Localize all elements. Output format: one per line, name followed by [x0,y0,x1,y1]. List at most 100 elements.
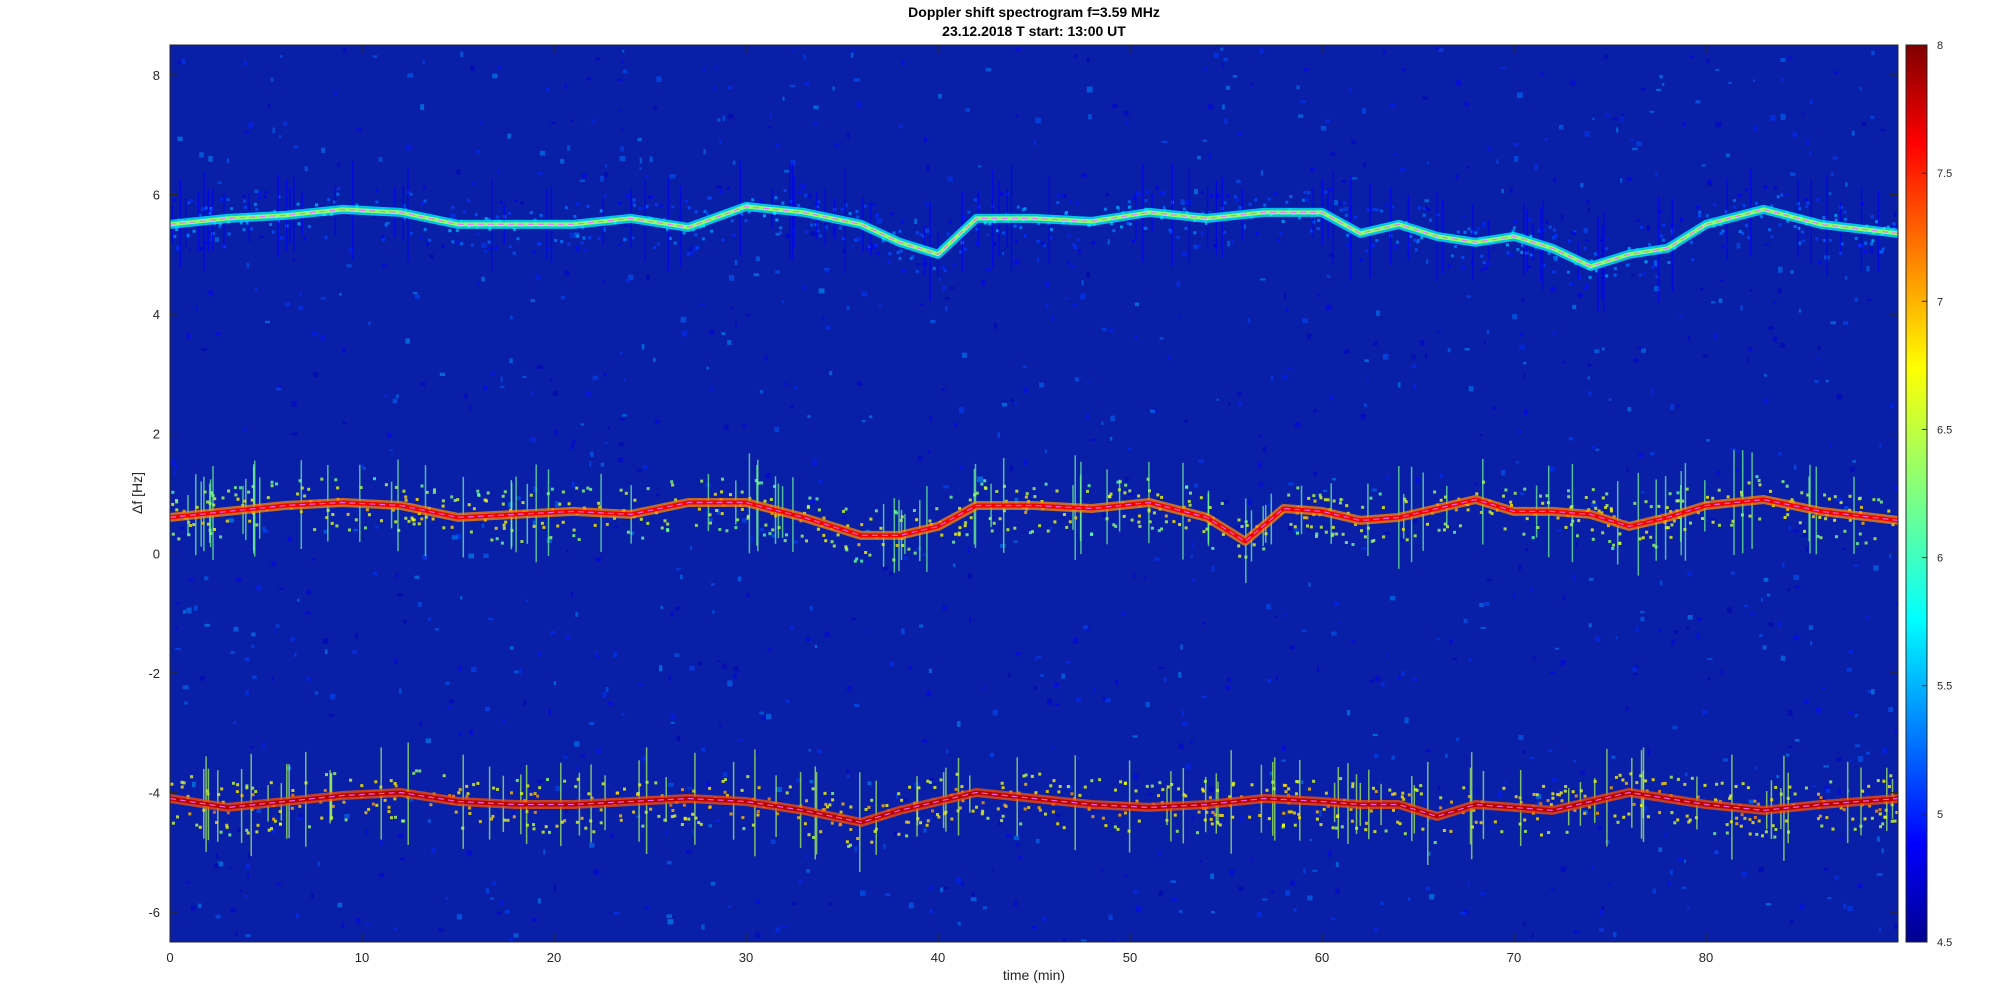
noise-speckle [1676,224,1680,227]
noise-speckle [1778,621,1782,628]
noise-speckle [1190,555,1193,559]
noise-speckle [1361,547,1367,550]
upper-trace-halo [1447,264,1451,268]
upper-trace-halo [1822,239,1826,242]
noise-speckle [199,152,204,158]
noise-speckle [337,902,343,908]
lower-trace-halo [1442,829,1446,832]
upper-trace-halo [1773,186,1777,190]
lower-trace-halo [981,801,985,805]
lower-trace-halo [458,788,462,792]
noise-speckle [1239,816,1243,822]
middle-trace-halo [1369,496,1373,500]
noise-speckle [1085,414,1090,419]
noise-speckle [393,927,397,931]
noise-speckle [1699,287,1704,291]
noise-speckle [776,786,782,793]
noise-speckle [272,127,275,134]
lower-trace-halo [1449,829,1453,833]
noise-speckle [960,466,963,470]
middle-trace-halo [392,508,395,512]
noise-speckle [1640,616,1645,622]
noise-speckle [574,741,580,747]
upper-trace-halo [1530,253,1534,257]
middle-trace-halo [1475,492,1479,496]
noise-speckle [941,388,945,391]
noise-speckle [1649,452,1655,456]
lower-trace-halo [387,810,391,814]
noise-speckle [675,606,680,611]
noise-speckle [1801,239,1806,243]
noise-speckle [730,307,734,310]
noise-speckle [608,701,614,705]
upper-trace-halo [1482,261,1486,265]
lower-trace-halo [1019,822,1023,826]
upper-trace-halo [1667,261,1671,265]
upper-trace-halo [1169,230,1173,234]
noise-speckle [1067,234,1071,237]
lower-trace-halo [1208,796,1212,800]
lower-trace-halo [873,829,877,833]
noise-speckle [1518,429,1522,433]
lower-trace-halo [180,785,184,789]
noise-speckle [1629,139,1635,142]
noise-speckle [394,658,398,664]
middle-trace-halo [1090,532,1094,536]
noise-speckle [1150,409,1156,413]
upper-trace-halo [1019,226,1023,230]
upper-trace-halo [1364,249,1368,253]
noise-speckle [1380,901,1384,906]
noise-speckle [496,170,500,174]
lower-trace-halo [205,789,209,793]
lower-trace-halo [1351,782,1355,786]
middle-trace-halo [1591,488,1595,492]
upper-trace-halo [239,221,243,225]
noise-speckle [1816,357,1821,360]
noise-speckle [555,785,562,791]
lower-trace-halo [1177,787,1181,791]
noise-speckle [1594,349,1600,353]
upper-trace-halo [1016,205,1020,209]
noise-speckle [339,293,342,296]
upper-trace-halo [948,220,952,224]
noise-speckle [405,338,410,344]
noise-speckle [1285,307,1289,312]
upper-trace-halo [1545,221,1549,225]
noise-speckle [1644,806,1648,812]
noise-speckle [334,92,337,96]
lower-trace-halo [1563,789,1567,793]
noise-speckle [753,273,759,277]
noise-speckle [233,626,239,632]
noise-speckle [1178,315,1182,318]
noise-speckle [1112,103,1118,109]
lower-trace-halo [1851,817,1855,821]
noise-speckle [570,119,573,122]
upper-trace-halo [1423,207,1427,211]
lower-trace-halo [1523,818,1527,822]
middle-trace-halo [1490,512,1494,516]
noise-speckle [1325,794,1329,798]
noise-speckle [1861,121,1866,127]
noise-speckle [960,881,964,887]
middle-trace-halo [1800,491,1804,495]
middle-trace-halo [860,523,864,527]
noise-speckle [497,65,501,69]
middle-trace-halo [1087,484,1091,488]
noise-speckle [306,677,311,681]
lower-trace-halo [870,798,874,802]
noise-speckle [557,778,561,782]
lower-trace-halo [687,817,691,821]
noise-speckle [1681,886,1687,889]
x-tick-label: 0 [166,950,173,965]
upper-trace-halo [682,231,686,235]
noise-speckle [1627,407,1632,412]
noise-speckle [1785,753,1790,757]
lower-trace-halo [619,814,623,818]
upper-trace-halo [599,209,603,213]
upper-trace-halo [1886,225,1890,229]
noise-speckle [198,903,202,909]
noise-speckle [997,821,1002,826]
middle-trace-halo [1146,477,1150,481]
lower-trace-halo [1124,811,1127,815]
